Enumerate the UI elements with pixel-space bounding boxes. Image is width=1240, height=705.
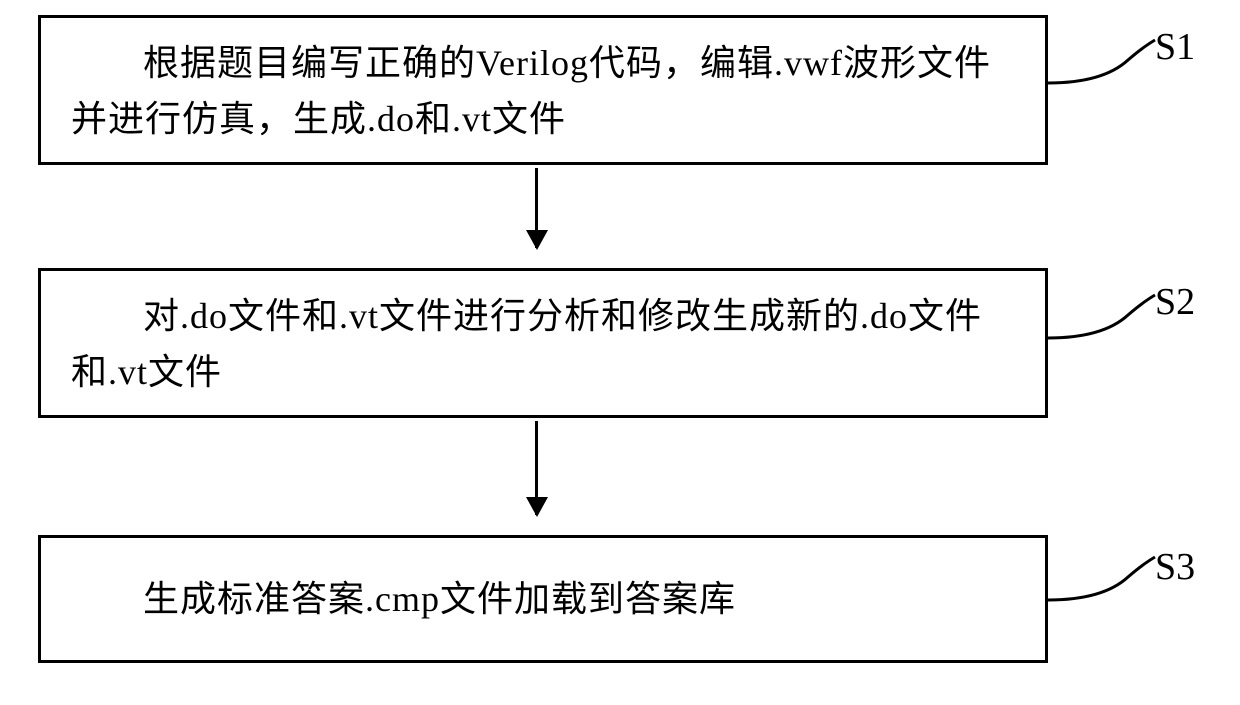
flowchart-box-s1: 根据题目编写正确的Verilog代码，编辑.vwf波形文件并进行仿真，生成.do…	[38, 15, 1048, 165]
flowchart-box-text: 生成标准答案.cmp文件加载到答案库	[71, 556, 736, 628]
connector-s1	[1048, 35, 1158, 85]
flowchart-box-s2: 对.do文件和.vt文件进行分析和修改生成新的.do文件和.vt文件	[38, 268, 1048, 418]
flowchart-label-s1: S1	[1155, 25, 1195, 69]
flowchart-arrow	[535, 168, 538, 248]
flowchart-arrow	[535, 421, 538, 515]
flowchart-label-s2: S2	[1155, 280, 1195, 324]
flowchart-box-text: 根据题目编写正确的Verilog代码，编辑.vwf波形文件并进行仿真，生成.do…	[71, 36, 1015, 148]
flowchart-label-s3: S3	[1155, 545, 1195, 589]
flowchart-box-text: 对.do文件和.vt文件进行分析和修改生成新的.do文件和.vt文件	[71, 289, 1015, 401]
connector-s2	[1048, 290, 1158, 340]
flowchart-box-s3: 生成标准答案.cmp文件加载到答案库	[38, 535, 1048, 663]
flowchart-container: 根据题目编写正确的Verilog代码，编辑.vwf波形文件并进行仿真，生成.do…	[0, 0, 1240, 705]
connector-s3	[1048, 552, 1158, 602]
